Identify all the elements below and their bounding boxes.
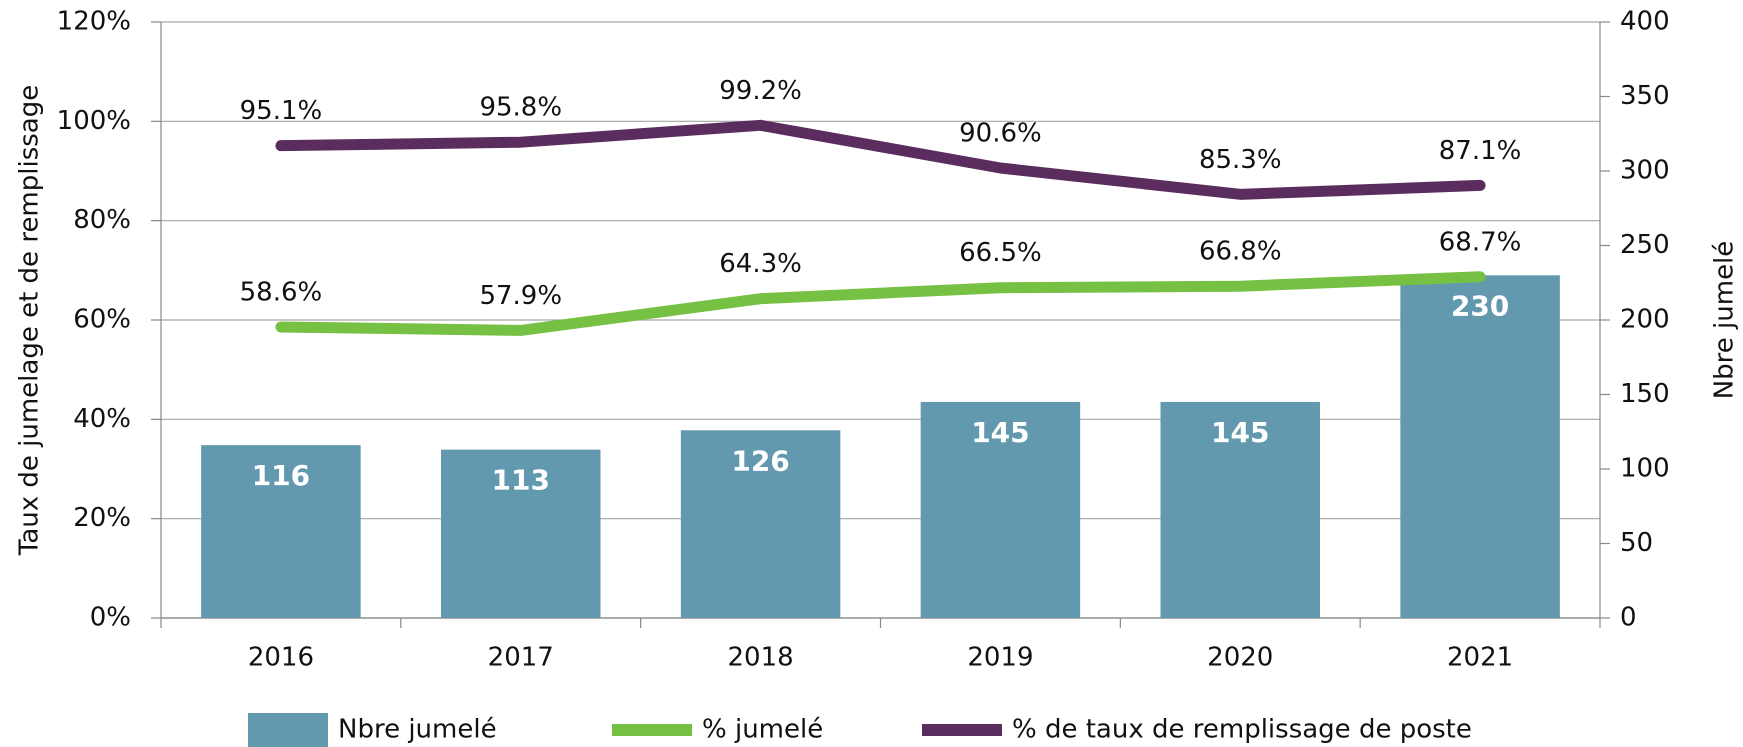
data-label: 64.3% bbox=[719, 249, 802, 279]
data-label: 57.9% bbox=[479, 281, 562, 311]
legend-label: % de taux de remplissage de poste bbox=[1012, 715, 1472, 745]
y2-tick-label: 150 bbox=[1620, 379, 1670, 409]
y2-axis-label: Nbre jumelé bbox=[1710, 241, 1740, 400]
legend-label: % jumelé bbox=[702, 715, 823, 745]
line bbox=[275, 271, 1486, 336]
legend-swatch bbox=[612, 724, 692, 736]
y2-tick-label: 50 bbox=[1620, 528, 1653, 558]
data-label: 66.8% bbox=[1199, 237, 1282, 267]
y2-tick-label: 0 bbox=[1620, 603, 1637, 633]
y-tick-label: 40% bbox=[73, 404, 131, 434]
bar bbox=[920, 401, 1081, 618]
legend-label: Nbre jumelé bbox=[338, 715, 497, 745]
bar-label: 145 bbox=[971, 416, 1029, 449]
legend-swatch bbox=[922, 724, 1002, 736]
bar-label: 113 bbox=[492, 464, 550, 497]
y-tick-label: 60% bbox=[73, 305, 131, 335]
bar-label: 230 bbox=[1451, 289, 1509, 322]
data-label: 66.5% bbox=[959, 238, 1042, 268]
y-tick-label: 120% bbox=[57, 7, 131, 37]
bar-label: 126 bbox=[731, 444, 789, 477]
data-label: 95.8% bbox=[479, 93, 562, 123]
y-tick-label: 20% bbox=[73, 503, 131, 533]
bar-label: 145 bbox=[1211, 416, 1269, 449]
x-tick-label: 2017 bbox=[488, 643, 554, 673]
y2-tick-label: 400 bbox=[1620, 7, 1670, 37]
y2-tick-label: 350 bbox=[1620, 81, 1670, 111]
data-label: 90.6% bbox=[959, 119, 1042, 149]
data-label: 58.6% bbox=[240, 277, 323, 307]
x-tick-label: 2019 bbox=[967, 643, 1033, 673]
bar-label: 116 bbox=[252, 459, 310, 492]
bar bbox=[201, 445, 361, 618]
x-tick-label: 2018 bbox=[727, 643, 793, 673]
bar bbox=[1160, 401, 1320, 618]
data-label: 85.3% bbox=[1199, 145, 1282, 175]
legend-swatch bbox=[248, 713, 328, 747]
y2-tick-label: 300 bbox=[1620, 156, 1670, 186]
y2-tick-label: 250 bbox=[1620, 230, 1670, 260]
y-tick-label: 0% bbox=[90, 603, 131, 633]
y2-tick-label: 100 bbox=[1620, 454, 1670, 484]
y-tick-label: 80% bbox=[73, 205, 131, 235]
bar bbox=[1400, 275, 1560, 618]
y-tick-label: 100% bbox=[57, 106, 131, 136]
data-label: 68.7% bbox=[1439, 227, 1522, 257]
data-label: 87.1% bbox=[1439, 136, 1522, 166]
data-label: 99.2% bbox=[719, 76, 802, 106]
line bbox=[275, 119, 1486, 200]
y2-tick-label: 200 bbox=[1620, 305, 1670, 335]
x-tick-label: 2020 bbox=[1207, 643, 1273, 673]
bar bbox=[441, 449, 601, 618]
data-label: 95.1% bbox=[240, 96, 323, 126]
y-axis-label: Taux de jumelage et de remplissage bbox=[15, 85, 45, 557]
x-tick-label: 2021 bbox=[1447, 643, 1513, 673]
bar bbox=[680, 430, 841, 618]
x-tick-label: 2016 bbox=[248, 643, 314, 673]
